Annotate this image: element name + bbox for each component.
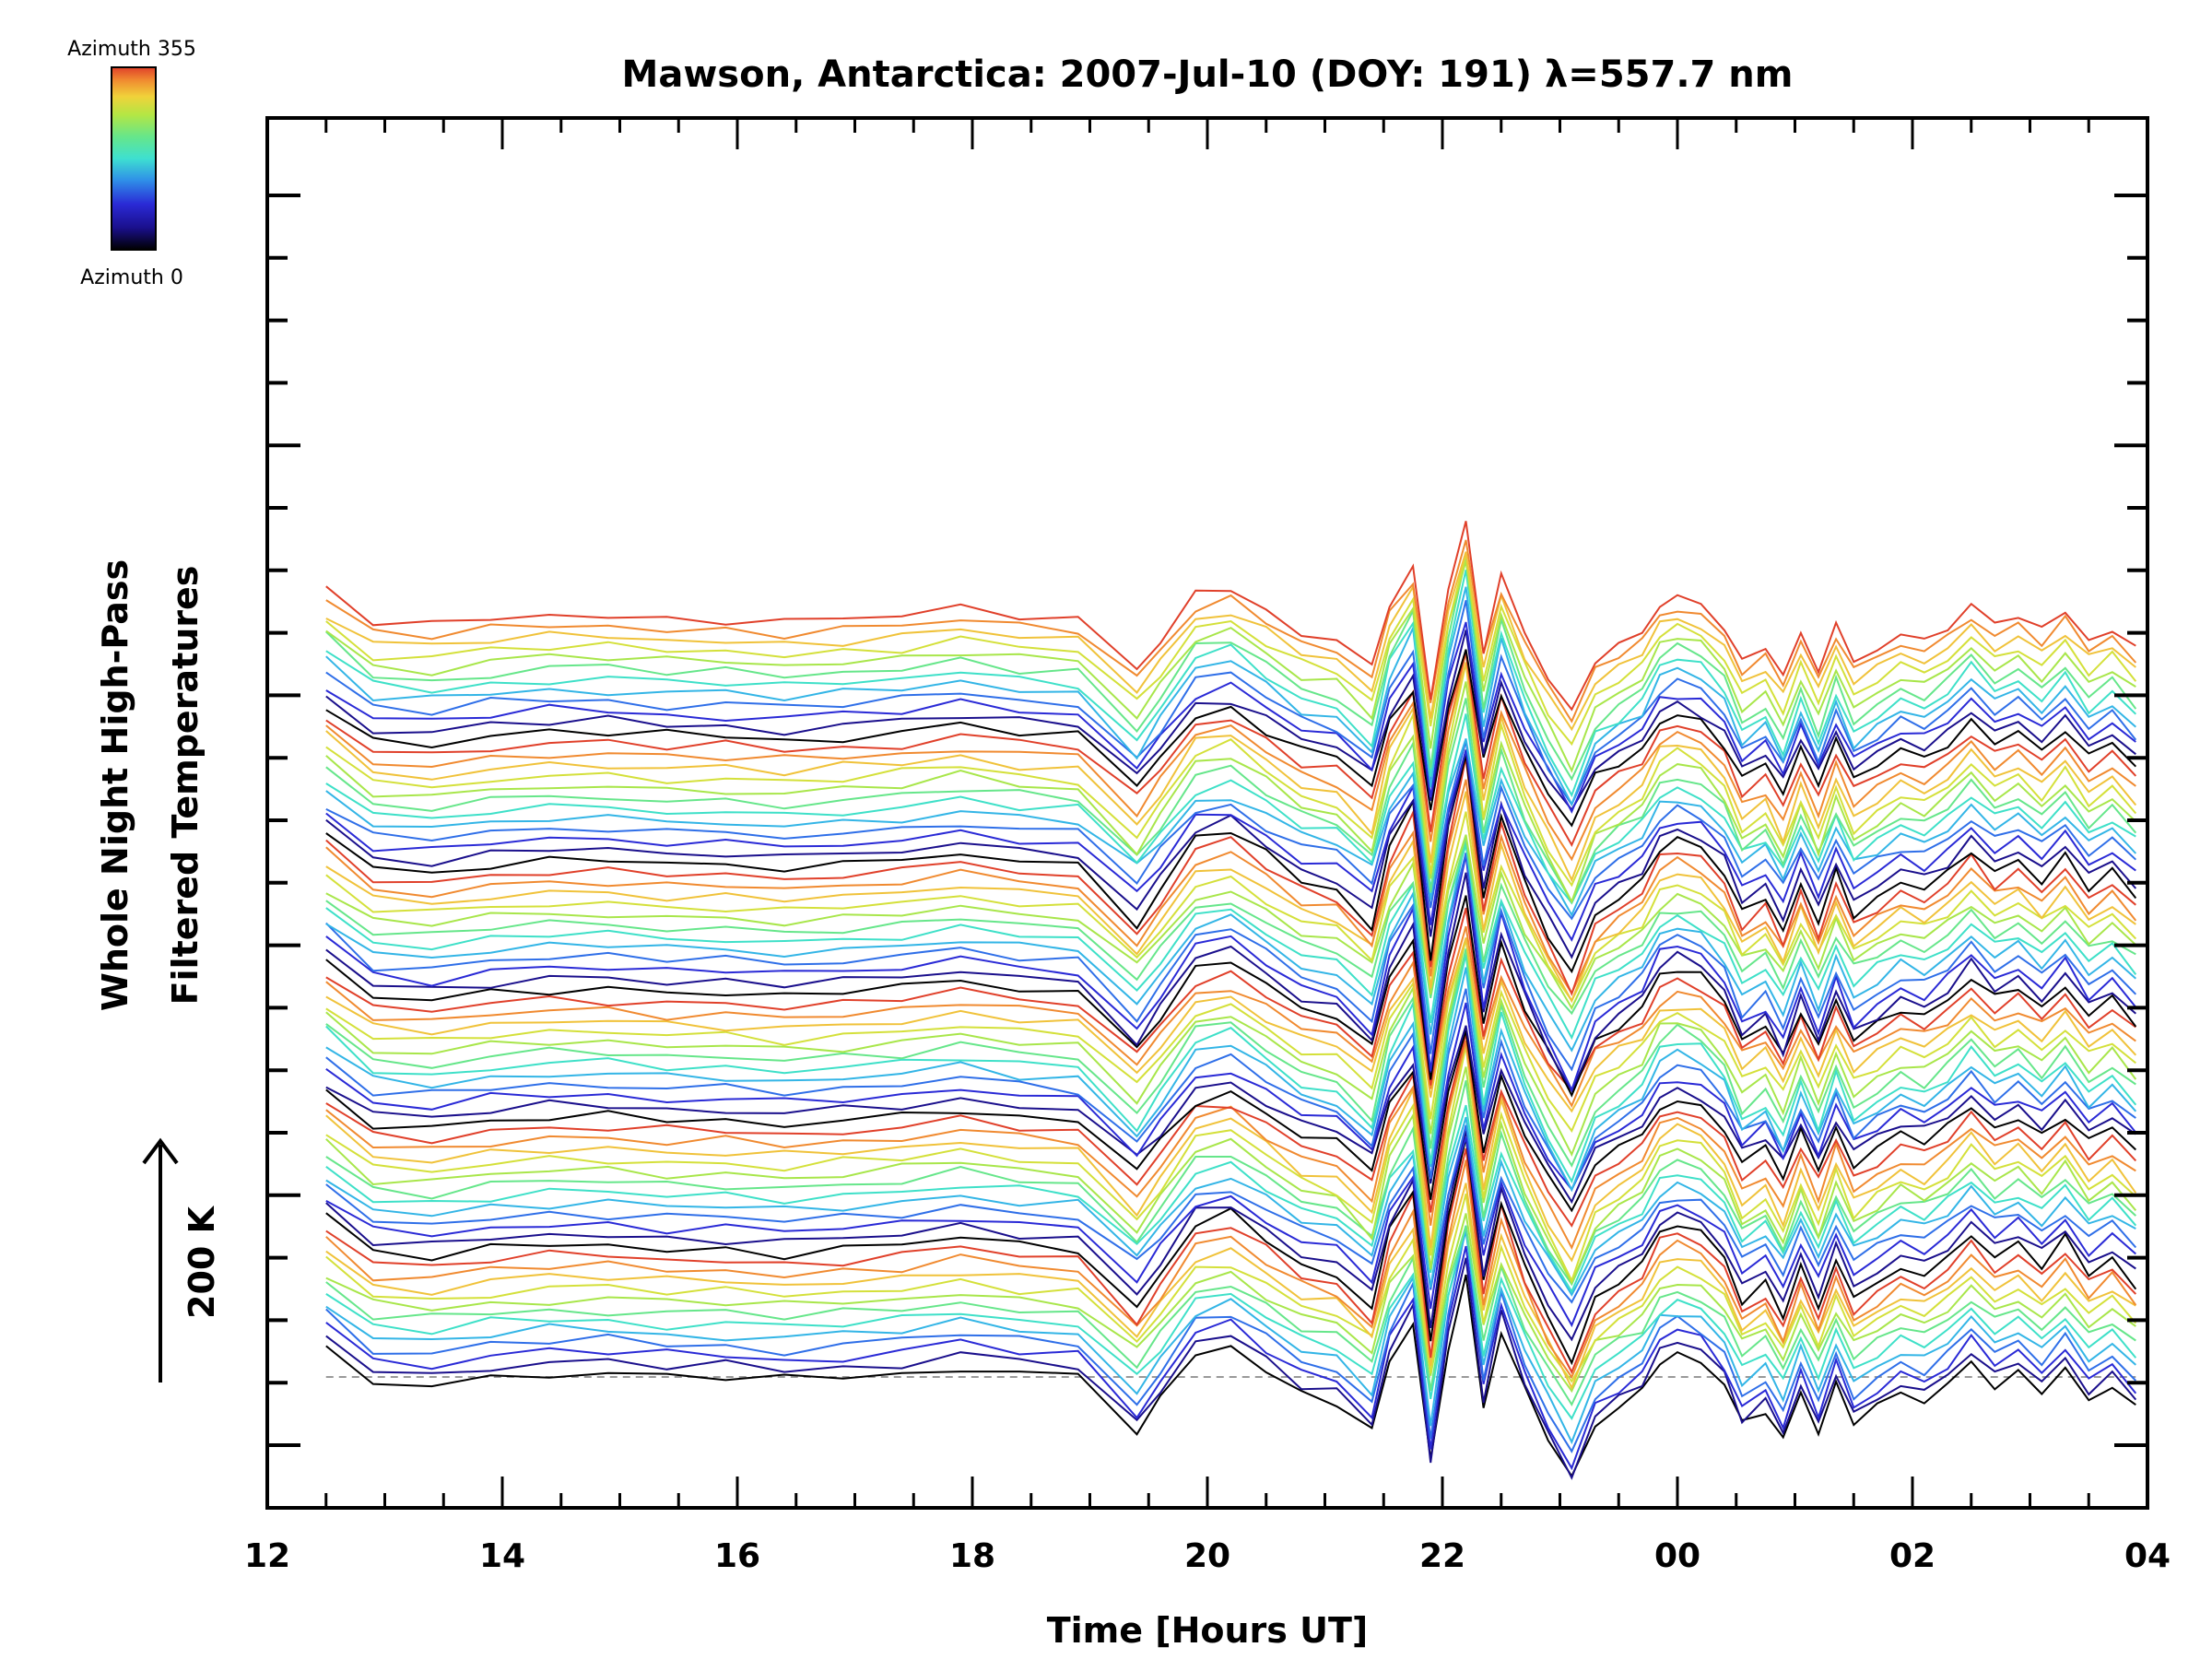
series-line: [325, 556, 2137, 782]
x-tick-label: 12: [244, 1537, 290, 1575]
x-tick-label: 04: [2124, 1537, 2171, 1575]
series-line: [325, 1030, 2136, 1213]
series-line: [325, 539, 2137, 724]
series-line: [325, 1136, 2136, 1328]
chart-title: Mawson, Antarctica: 2007-Jul-10 (DOY: 19…: [622, 53, 1794, 96]
series-line: [325, 1066, 2137, 1285]
series-line: [325, 1033, 2137, 1228]
scale-bar: 200 K: [142, 1137, 222, 1382]
series-line: [325, 560, 2136, 773]
series-line: [325, 967, 2137, 1193]
series-line: [325, 629, 2136, 812]
series-line: [325, 844, 2137, 1041]
series-line: [325, 749, 2136, 942]
series-line: [325, 895, 2137, 1098]
series-line: [325, 586, 2136, 807]
series-line: [325, 988, 2136, 1193]
series-line: [325, 698, 2137, 904]
x-tick-label: 22: [1419, 1537, 1465, 1575]
series-line: [325, 948, 2136, 1168]
series-line: [325, 1147, 2137, 1374]
ticks-group: 12 14 16 18 20 22 00 02 04: [244, 118, 2171, 1575]
series-line: [325, 1213, 2136, 1394]
series-line: [325, 907, 2136, 1092]
series-line: [325, 839, 2136, 1053]
series-line: [325, 600, 2137, 806]
x-tick-label: 16: [714, 1537, 760, 1575]
series-line: [325, 1002, 2137, 1192]
colorbar: Azimuth 355 Azimuth 0: [67, 38, 196, 289]
series-line: [325, 652, 2136, 862]
x-tick-label: 18: [949, 1537, 995, 1575]
series-line: [325, 551, 2136, 732]
series-line: [325, 811, 2137, 1003]
series-line: [325, 852, 2137, 1072]
series-line: [325, 755, 2137, 974]
series-line: [325, 1230, 2136, 1445]
x-axis-label: Time [Hours UT]: [1047, 1610, 1369, 1651]
series-line: [325, 1116, 2136, 1297]
series-line: [325, 1130, 2136, 1342]
colorbar-top-label: Azimuth 355: [67, 38, 196, 61]
series-line: [325, 1025, 2136, 1205]
series-line: [325, 838, 2136, 1016]
series-line: [325, 1045, 2136, 1284]
series-line: [325, 681, 2136, 904]
series-line: [325, 649, 2137, 828]
series-line: [325, 1225, 2136, 1406]
series-line: [325, 938, 2136, 1134]
series-line: [325, 1080, 2136, 1287]
series-line: [325, 738, 2137, 918]
series-line: [325, 954, 2137, 1184]
x-tick-label: 00: [1654, 1537, 1700, 1575]
series-line: [325, 1040, 2136, 1251]
series-line: [325, 834, 2136, 1010]
series-line: [325, 925, 2136, 1108]
colorbar-bottom-label: Azimuth 0: [80, 266, 183, 289]
series-line: [325, 1182, 2136, 1391]
series-line: [325, 1245, 2137, 1471]
series-line: [325, 662, 2137, 888]
series-line: [325, 1227, 2137, 1453]
series-line: [325, 791, 2136, 1004]
scale-bar-arrowhead: [142, 1137, 179, 1165]
series-line: [325, 713, 2136, 905]
series-line: [325, 937, 2137, 1113]
y-axis-label-line2: Filtered Temperatures: [165, 566, 206, 1006]
series-line: [325, 521, 2136, 712]
series-line: [325, 779, 2137, 995]
series-line: [325, 1194, 2137, 1383]
series-line: [325, 1041, 2137, 1263]
x-tick-label: 20: [1184, 1537, 1230, 1575]
scale-bar-label: 200 K: [182, 1205, 222, 1319]
series-line: [325, 938, 2137, 1158]
plot-frame: [265, 116, 2149, 1510]
series-line: [325, 854, 2137, 1093]
series-group: [325, 521, 2137, 1480]
series-line: [325, 1104, 2137, 1294]
series-line: [325, 872, 2136, 1093]
series-line: [325, 553, 2137, 747]
series-line: [325, 757, 2136, 996]
colorbar-gradient: [111, 66, 157, 251]
series-line: [325, 749, 2137, 959]
y-axis-label-line1: Whole Night High-Pass: [95, 559, 135, 1011]
series-line: [325, 1159, 2137, 1380]
series-line: [325, 1274, 2136, 1478]
series-line: [325, 662, 2137, 883]
series-line: [325, 1124, 2137, 1304]
x-tick-label: 02: [1889, 1537, 1936, 1575]
series-line: [325, 1225, 2137, 1420]
series-line: [325, 1257, 2137, 1480]
series-line: [325, 651, 2137, 848]
series-line: [325, 569, 2136, 798]
x-tick-label: 14: [479, 1537, 525, 1575]
series-line: [325, 740, 2136, 921]
series-line: [325, 621, 2136, 814]
series-line: [325, 1137, 2137, 1366]
